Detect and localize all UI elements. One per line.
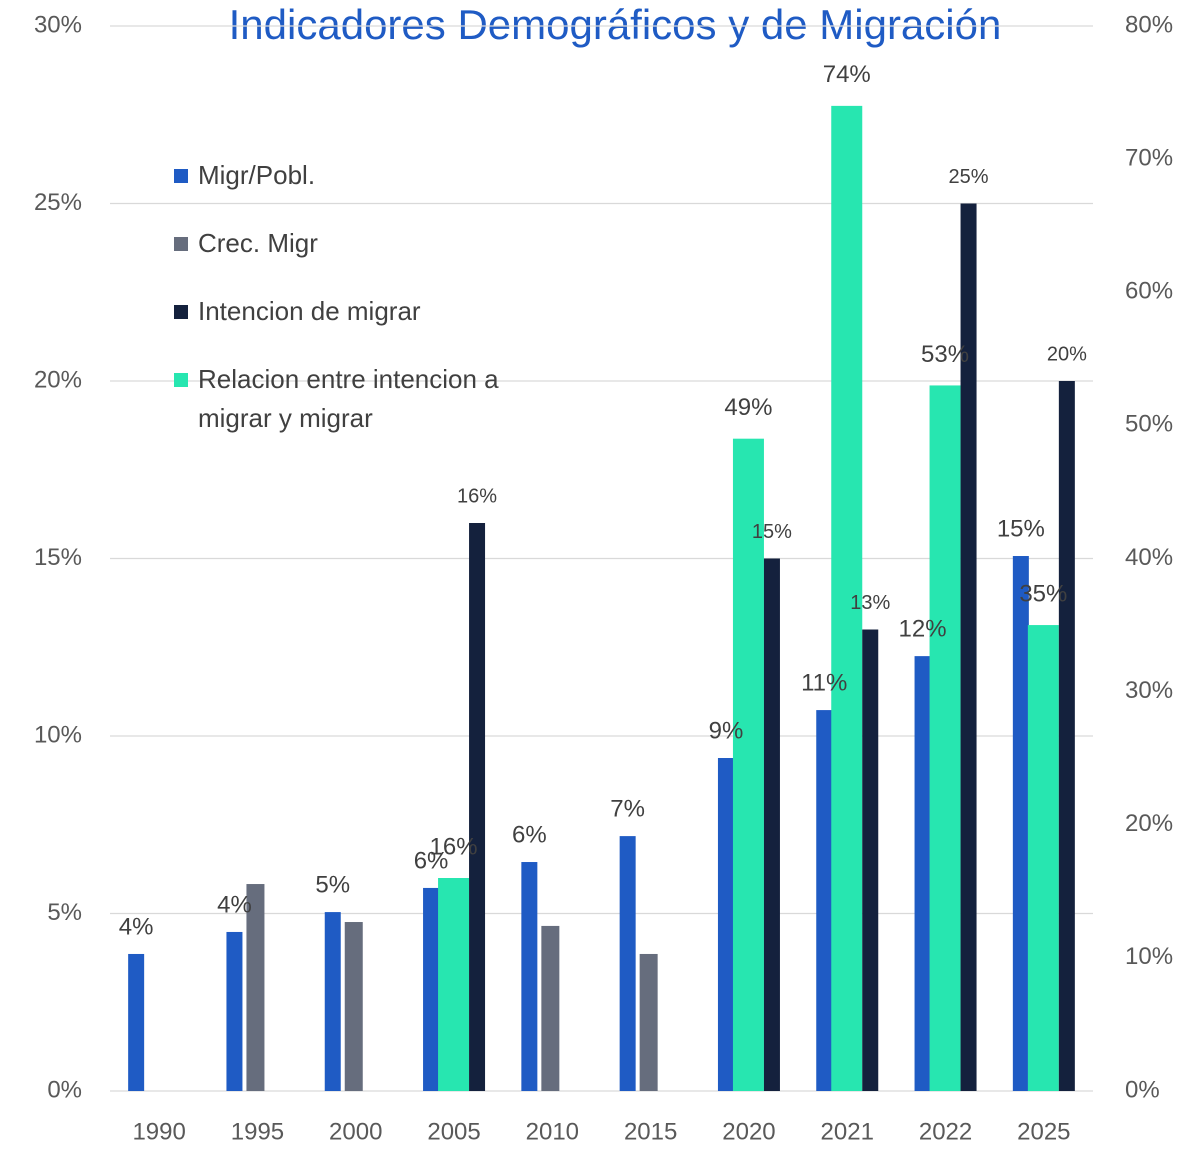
data-label: 20% [1047,343,1087,365]
y-tick-label: 10% [34,721,82,748]
legend-label: Crec. Migr [198,228,318,258]
x-tick-label: 2025 [1017,1118,1070,1145]
y2-tick-label: 80% [1125,11,1173,38]
data-label: 15% [997,515,1045,542]
bar [1058,381,1075,1091]
y-tick-label: 30% [34,11,82,38]
y2-tick-label: 40% [1125,544,1173,571]
data-label: 12% [899,615,947,642]
legend-item: Intencion de migrar [174,292,534,331]
x-tick-label: 2020 [722,1118,775,1145]
y2-tick-label: 0% [1125,1076,1160,1103]
data-label: 16% [430,833,478,860]
y-tick-label: 20% [34,366,82,393]
x-tick-label: 1995 [231,1118,284,1145]
bar [226,931,243,1091]
bar [732,438,764,1091]
y2-tick-label: 70% [1125,144,1173,171]
legend-item: Relacion entre intencion a migrar y migr… [174,360,534,438]
bar [324,912,341,1091]
y-tick-label: 5% [47,899,82,926]
data-label: 35% [1019,580,1067,607]
bar [344,922,363,1091]
x-tick-label: 2010 [526,1118,579,1145]
data-label: 13% [850,592,890,614]
bar [831,105,863,1091]
data-label: 49% [724,394,772,421]
bar [960,203,977,1091]
x-tick-label: 2005 [427,1118,480,1145]
x-tick-label: 2021 [821,1118,874,1145]
bar [717,758,734,1091]
legend-label: Intencion de migrar [198,296,421,326]
bar [929,385,961,1091]
x-tick-label: 1990 [132,1118,185,1145]
legend-swatch [174,305,188,319]
bar [423,887,440,1091]
legend-label: Migr/Pobl. [198,160,316,190]
data-label: 4% [217,891,252,918]
legend-swatch [174,169,188,183]
x-tick-label: 2000 [329,1118,382,1145]
data-label: 16% [457,485,497,507]
bar [862,629,879,1091]
y-tick-label: 15% [34,544,82,571]
legend-label: Relacion entre intencion a migrar y migr… [198,364,499,433]
data-label: 9% [709,717,744,744]
data-label: 53% [921,341,969,368]
data-label: 6% [512,821,547,848]
y2-tick-label: 20% [1125,810,1173,837]
data-label: 6% [414,847,449,874]
bar [1012,556,1029,1091]
legend: Migr/Pobl. Crec. Migr Intencion de migrar R… [174,156,534,467]
y-tick-label: 25% [34,189,82,216]
bar [914,656,931,1091]
data-label: 11% [801,669,847,696]
y-tick-label: 0% [47,1076,82,1103]
legend-item: Migr/Pobl. [174,156,534,195]
x-tick-label: 2015 [624,1118,677,1145]
data-label: 15% [752,521,792,543]
bar [469,523,486,1091]
chart-title: Indicadores Demográficos y de Migración [229,1,1002,48]
legend-swatch [174,373,188,387]
bar [521,862,538,1091]
y2-tick-label: 50% [1125,411,1173,438]
bar [639,953,658,1091]
y2-tick-label: 30% [1125,677,1173,704]
data-label: 74% [823,61,871,88]
data-label: 4% [119,913,154,940]
bar [1027,625,1059,1091]
bar [438,878,470,1091]
bar [128,953,145,1091]
bar [619,836,636,1091]
bar [816,710,833,1091]
bar [541,925,560,1091]
legend-item: Crec. Migr [174,224,534,263]
legend-swatch [174,237,188,251]
bar [246,884,265,1091]
bar [763,558,780,1091]
y2-tick-label: 60% [1125,278,1173,305]
x-tick-label: 2022 [919,1118,972,1145]
data-label: 25% [949,166,989,188]
data-label: 5% [315,871,350,898]
data-label: 7% [610,795,645,822]
y2-tick-label: 10% [1125,943,1173,970]
